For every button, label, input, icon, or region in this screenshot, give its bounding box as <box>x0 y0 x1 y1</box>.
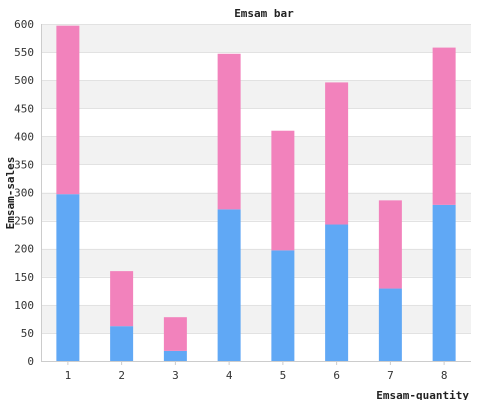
bar-segment-4-series-1 <box>217 209 241 361</box>
axes <box>41 24 471 365</box>
background-band <box>41 248 471 277</box>
background-band <box>41 52 471 81</box>
background-band <box>41 304 471 333</box>
x-tick-labels: 1 2 3 4 5 6 7 8 <box>65 369 448 382</box>
y-tick-labels: 0 50 100 150 200 250 300 350 400 450 500 550 600 <box>14 18 34 368</box>
bar-segment-4-series-2 <box>217 53 241 210</box>
bar-segment-1-series-1 <box>56 194 80 361</box>
bars <box>56 25 456 361</box>
background-band <box>41 80 471 109</box>
y-tick-label: 150 <box>14 271 34 284</box>
y-tick-label: 50 <box>21 327 34 340</box>
y-tick-label: 300 <box>14 187 34 200</box>
bar-segment-8-series-2 <box>432 47 456 205</box>
y-tick-label: 200 <box>14 243 34 256</box>
bar-segment-5-series-2 <box>271 130 295 251</box>
background-band <box>41 276 471 305</box>
y-tick-label: 0 <box>27 355 34 368</box>
x-axis-title: Emsam-quantity <box>376 389 469 400</box>
background-band <box>41 108 471 137</box>
x-tick-label: 3 <box>172 369 179 382</box>
x-tick-label: 7 <box>387 369 394 382</box>
background-bands <box>41 24 471 361</box>
x-tick-label: 8 <box>441 369 448 382</box>
bar-segment-7-series-1 <box>378 288 402 361</box>
bar-segment-3-series-2 <box>163 317 187 351</box>
x-tick-label: 6 <box>333 369 340 382</box>
background-band <box>41 164 471 193</box>
y-tick-label: 400 <box>14 130 34 143</box>
y-tick-label: 500 <box>14 74 34 87</box>
background-band <box>41 136 471 165</box>
bar-segment-6-series-2 <box>325 82 349 225</box>
y-tick-label: 350 <box>14 158 34 171</box>
bar-segment-7-series-2 <box>378 200 402 289</box>
bar-segment-8-series-1 <box>432 204 456 361</box>
bar-segment-1-series-2 <box>56 25 80 195</box>
y-tick-label: 450 <box>14 102 34 115</box>
y-tick-label: 600 <box>14 18 34 31</box>
bar-segment-5-series-1 <box>271 250 295 361</box>
background-band <box>41 24 471 53</box>
y-tick-label: 100 <box>14 299 34 312</box>
y-tick-label: 550 <box>14 46 34 59</box>
bar-segment-6-series-1 <box>325 224 349 361</box>
background-band <box>41 192 471 221</box>
background-band <box>41 332 471 361</box>
bar-segment-2-series-2 <box>110 271 134 327</box>
x-tick-label: 2 <box>118 369 125 382</box>
x-tick-label: 4 <box>226 369 233 382</box>
bar-segment-2-series-1 <box>110 326 134 361</box>
y-axis-title: Emsam-sales <box>4 157 17 230</box>
x-tick-label: 5 <box>280 369 287 382</box>
bar-segment-3-series-1 <box>163 350 187 361</box>
chart-title: Emsam bar <box>234 7 294 20</box>
background-band <box>41 220 471 249</box>
y-tick-label: 250 <box>14 215 34 228</box>
x-tick-label: 1 <box>65 369 72 382</box>
